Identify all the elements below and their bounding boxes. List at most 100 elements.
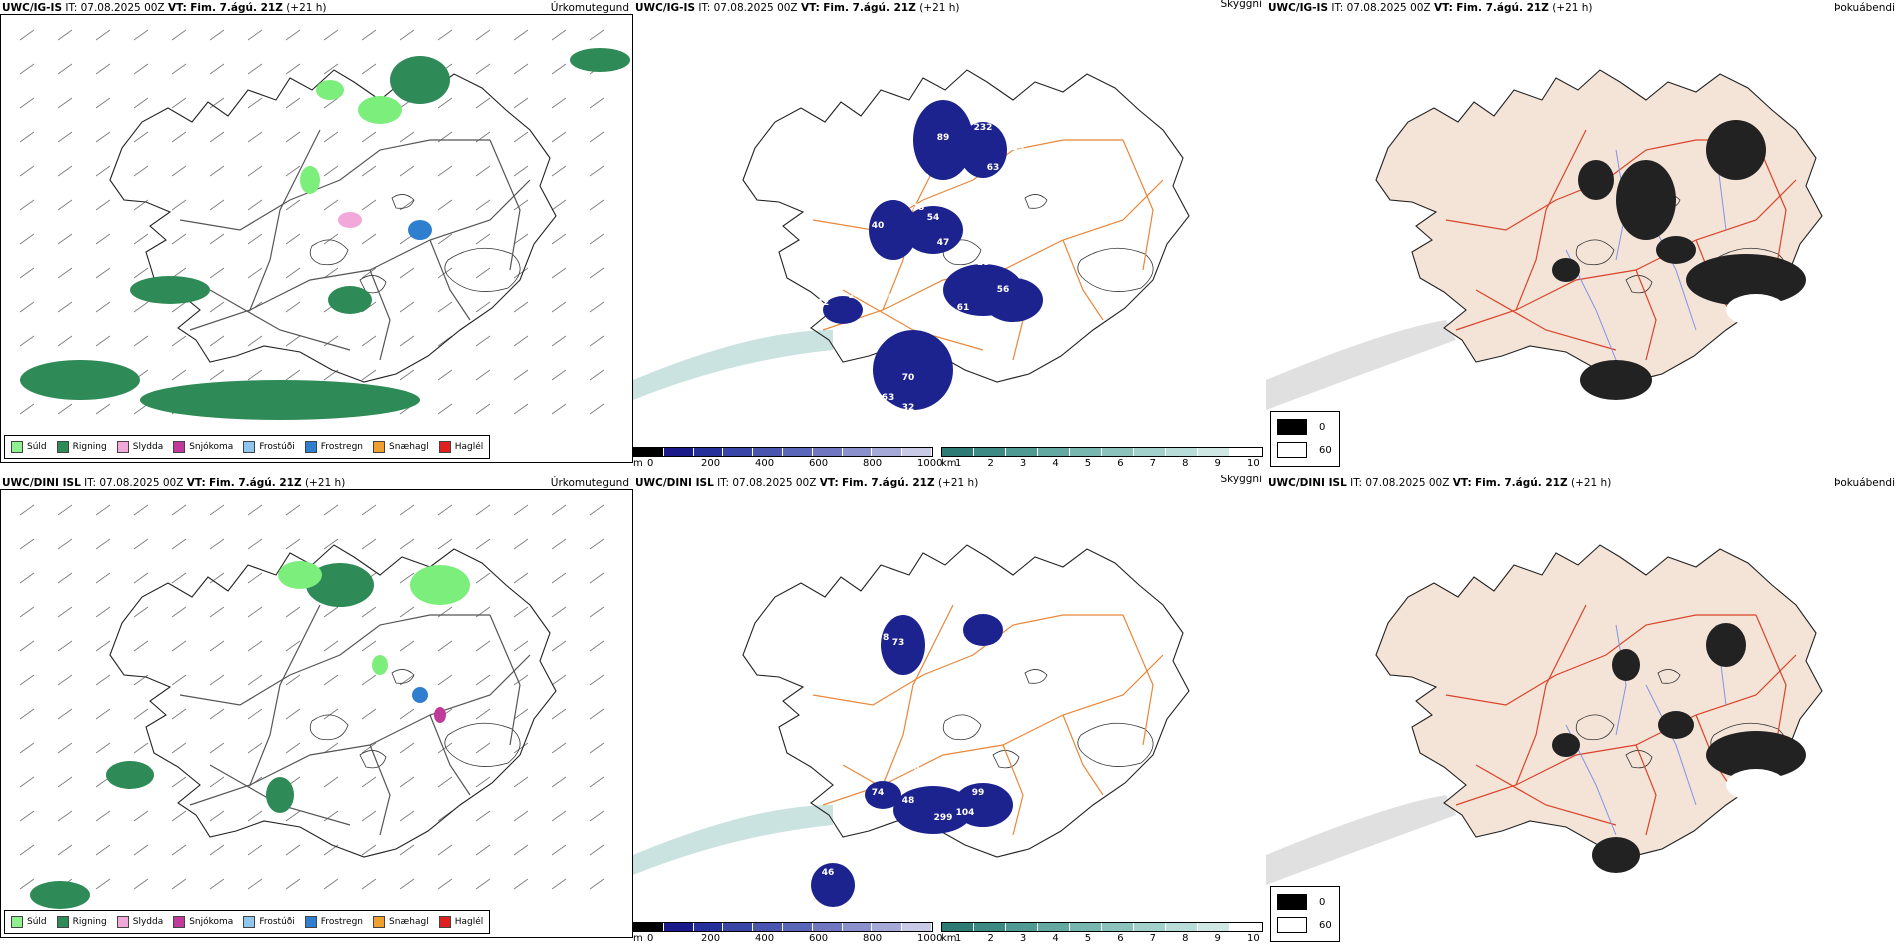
road <box>1475 764 1617 826</box>
precip-area <box>408 220 432 240</box>
wind-barb <box>133 640 149 652</box>
wind-barb <box>513 403 529 415</box>
road <box>249 604 321 786</box>
wind-barb <box>133 742 149 754</box>
glacier-outline <box>942 714 982 741</box>
fog-map <box>1266 544 1823 885</box>
wind-barb <box>57 267 73 279</box>
wind-barb <box>437 403 453 415</box>
legend-swatch <box>243 441 256 453</box>
glacier-outline <box>444 722 521 767</box>
wind-barb <box>247 742 263 754</box>
legend-swatch <box>243 916 256 928</box>
wind-barb <box>361 606 377 618</box>
colorbar-bin <box>902 448 932 456</box>
colorbar-bin <box>782 448 813 456</box>
panel-parameter: Skyggni <box>1220 0 1263 10</box>
wind-barb <box>551 504 567 516</box>
cloud-base-label: 70 <box>902 373 915 383</box>
fog-area <box>1266 795 1456 885</box>
wind-barb <box>171 844 187 856</box>
wind-barb <box>475 674 491 686</box>
wind-barb <box>551 640 567 652</box>
wind-barb <box>95 742 111 754</box>
cloud-base-area <box>963 614 1003 646</box>
fog-legend-row: 0 <box>1277 419 1333 435</box>
wind-barb <box>285 878 301 890</box>
wind-barb <box>399 708 415 720</box>
wind-barb <box>247 97 263 109</box>
legend-item: Súld <box>11 441 47 453</box>
wind-barb <box>399 572 415 584</box>
wind-barb <box>551 572 567 584</box>
glacier-outline <box>1575 714 1615 741</box>
fog-dark-area <box>1706 623 1746 667</box>
cloud-base-label: 240 <box>849 291 868 301</box>
wind-barb <box>133 572 149 584</box>
wind-barb <box>323 810 339 822</box>
wind-barb <box>209 369 225 381</box>
colorbar-strip <box>941 922 1263 932</box>
precip-area <box>130 276 210 304</box>
colorbar-ticks: km 1 2 3 4 5 6 7 8 9 10 <box>941 457 1263 471</box>
wind-barb <box>285 233 301 245</box>
colorbar-tick: 10 <box>1247 458 1260 469</box>
precip-area <box>570 48 630 72</box>
cloud-base-label: 62 <box>922 258 935 268</box>
wind-barb <box>513 97 529 109</box>
wind-barb <box>285 844 301 856</box>
colorbar-tick: 5 <box>1084 933 1092 944</box>
precip-area <box>106 761 154 789</box>
wind-barb <box>19 97 35 109</box>
wind-barb <box>437 810 453 822</box>
wind-barb <box>133 267 149 279</box>
wind-barb <box>551 878 567 890</box>
wind-barb <box>171 97 187 109</box>
colorbar-tick: 2 <box>987 458 994 469</box>
colorbar-bin <box>1134 448 1166 456</box>
cloud-base-label: 80 <box>882 293 895 303</box>
wind-barb <box>513 640 529 652</box>
wind-barb <box>361 63 377 75</box>
panel-parameter: Þokuábendi <box>1834 2 1895 14</box>
wind-barb <box>361 708 377 720</box>
cloud-base-area <box>823 296 863 324</box>
wind-barb <box>57 776 73 788</box>
fog-legend: 0 60 <box>1270 886 1340 942</box>
river <box>1645 684 1697 806</box>
colorbar-bin <box>902 923 932 931</box>
precip-area <box>372 655 388 675</box>
wind-barb <box>19 538 35 550</box>
wind-barb <box>513 776 529 788</box>
wind-barb <box>247 810 263 822</box>
wind-barb <box>323 165 339 177</box>
legend-label: Súld <box>27 442 47 452</box>
legend-swatch <box>11 441 23 453</box>
wind-barb <box>513 165 529 177</box>
wind-barb <box>437 878 453 890</box>
fog-area <box>1266 320 1456 410</box>
wind-barb <box>285 538 301 550</box>
precip-area <box>338 212 362 228</box>
wind-barb <box>95 878 111 890</box>
wind-barb <box>209 810 225 822</box>
wind-barb <box>399 29 415 41</box>
wind-barb <box>247 538 263 550</box>
wind-barb <box>133 165 149 177</box>
legend-swatch <box>373 916 386 928</box>
cloud-base-label: 45 <box>927 288 940 298</box>
legend-item: Frostregn <box>304 916 363 928</box>
wind-barb <box>589 267 605 279</box>
wind-barb <box>589 403 605 415</box>
fog-dark-area <box>1706 120 1766 180</box>
legend-item: Frostúði <box>243 441 295 453</box>
road <box>249 129 321 311</box>
wind-barb <box>95 165 111 177</box>
colorbar-bin <box>693 448 724 456</box>
wind-barb <box>57 165 73 177</box>
fog-legend: 0 60 <box>1270 411 1340 467</box>
wind-barb <box>589 233 605 245</box>
colorbar-tick: 0 <box>647 458 654 469</box>
wind-barb <box>209 63 225 75</box>
